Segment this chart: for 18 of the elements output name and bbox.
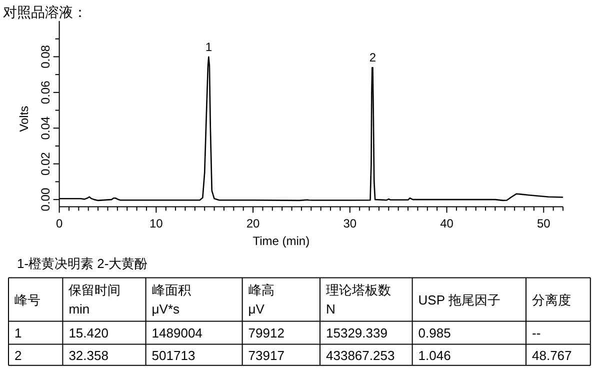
y-tick-label: 0.08 xyxy=(38,44,52,68)
y-tick-label: 0.04 xyxy=(38,116,52,140)
text: 1-橙黄决明素 2-大黄酚 xyxy=(17,256,148,271)
x-tick-label: 10 xyxy=(149,216,164,231)
x-axis-title: Time (min) xyxy=(252,234,310,248)
y-axis-title: Volts xyxy=(17,106,31,132)
chart-title: 对照品溶液： xyxy=(3,4,87,20)
annotation: 2 xyxy=(369,50,376,65)
x-tick-label: 20 xyxy=(246,216,260,231)
x-tick-label: 50 xyxy=(536,216,551,231)
table: 峰号 保留时间 min 峰面积 μV*s 峰高 μV 理论塔板数 N USP 拖尾因子 分离度 1 15.420 1489004 79912 15329.339 0.985 -- 2 32.358 501713 73917 433867.253 1.046 48.767 xyxy=(8,277,591,366)
x-tick-label: 30 xyxy=(343,216,357,231)
x-tick-label: 40 xyxy=(440,216,454,231)
y-tick-label: 0.06 xyxy=(38,80,52,104)
annotation: 1 xyxy=(205,40,212,54)
x-tick-label: 0 xyxy=(56,216,63,231)
y-tick-label: 0.02 xyxy=(38,152,52,176)
y-tick-label: 0.00 xyxy=(38,188,52,212)
